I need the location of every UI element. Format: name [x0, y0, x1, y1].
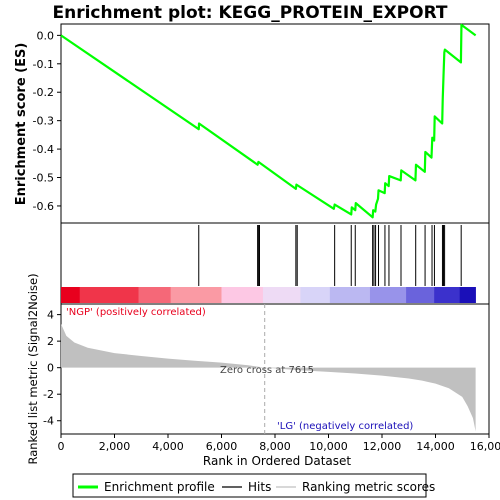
hits-panel	[61, 225, 476, 303]
es-panel-frame	[60, 23, 490, 224]
es-y-tick-label: -0.3	[33, 115, 54, 128]
legend-label-enrichment-profile: Enrichment profile	[104, 480, 215, 494]
legend-label-hits: Hits	[248, 480, 271, 494]
x-tick-label: 0	[58, 440, 65, 453]
negative-correlation-label: 'LG' (negatively correlated)	[277, 421, 413, 432]
es-y-tick-label: -0.4	[33, 143, 54, 156]
x-tick-label: 12,000	[363, 440, 402, 453]
heatmap-segment	[329, 287, 371, 303]
x-tick-label: 16,000	[470, 440, 500, 453]
heatmap-segment	[406, 287, 435, 303]
metric-y-axis-label: Ranked list metric (Signal2Noise)	[26, 273, 40, 464]
heatmap-segment	[369, 287, 407, 303]
x-tick-label: 14,000	[416, 440, 455, 453]
metric-y-tick-label: -2	[43, 388, 54, 401]
x-axis-label: Rank in Ordered Dataset	[203, 454, 351, 468]
heatmap-segment	[79, 287, 139, 303]
es-y-tick-label: -0.5	[33, 172, 54, 185]
heatmap-segment	[262, 287, 301, 303]
heatmap-segment	[138, 287, 171, 303]
heatmap-segment	[61, 287, 81, 303]
es-y-tick-label: -0.1	[33, 58, 54, 71]
x-tick-label: 10,000	[309, 440, 348, 453]
es-y-tick-label: 0.0	[37, 29, 55, 42]
es-y-axis-label: Enrichment score (ES)	[14, 43, 29, 206]
metric-y-tick-label: 4	[47, 309, 54, 322]
legend-frame	[72, 473, 427, 498]
heatmap-segment	[170, 287, 222, 303]
heatmap-segment	[434, 287, 460, 303]
es-panel: 0.0 -0.1 -0.2 -0.3 -0.4 -0.5 -0.6	[33, 23, 477, 219]
metric-y-tick-label: 0	[47, 362, 54, 375]
metric-y-tick-label: -4	[43, 415, 54, 428]
metric-y-tick-label: 2	[47, 335, 54, 348]
legend-label-ranking-metric: Ranking metric scores	[302, 480, 435, 494]
chart-title: Enrichment plot: KEGG_PROTEIN_EXPORT	[52, 3, 447, 23]
es-y-tick-label: -0.6	[33, 200, 54, 213]
metric-panel: 4 2 0 -2 -4	[43, 304, 476, 434]
enrichment-profile-line	[60, 23, 477, 219]
positive-correlation-label: 'NGP' (positively correlated)	[66, 307, 206, 318]
heatmap-segment	[221, 287, 264, 303]
zero-cross-label: Zero cross at 7615	[220, 365, 314, 376]
x-axis: 0 2,000 4,000 6,000 8,000 10,000 12,000 14,000 1…	[58, 434, 500, 453]
heatmap-segment	[300, 287, 331, 303]
x-tick-label: 8,000	[259, 440, 291, 453]
heatmap-segment	[459, 287, 476, 303]
es-y-tick-label: -0.2	[33, 86, 54, 99]
legend: Enrichment profile Hits Ranking metric s…	[72, 473, 435, 498]
x-tick-label: 4,000	[152, 440, 184, 453]
x-tick-label: 6,000	[206, 440, 238, 453]
x-tick-label: 2,000	[99, 440, 131, 453]
